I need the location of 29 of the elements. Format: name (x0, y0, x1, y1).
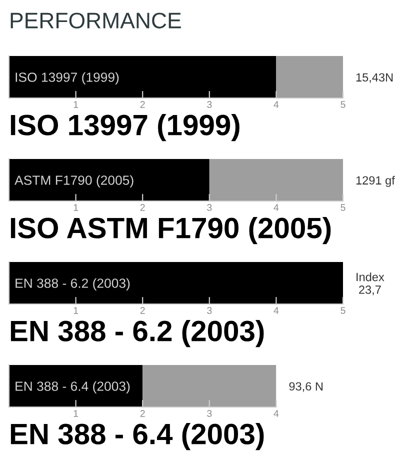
x-tick-label: 3 (207, 101, 212, 108)
x-tick-label: 5 (340, 204, 346, 211)
x-tick-label: 4 (274, 204, 279, 211)
x-tick-label: 1 (74, 410, 78, 417)
x-tick-label: 3 (207, 204, 212, 211)
x-tick-label: 4 (274, 307, 279, 314)
x-tick-label: 5 (340, 307, 346, 314)
x-tick-label: 1 (74, 101, 78, 108)
x-axis-title: ISO ASTM F1790 (2005) (10, 216, 331, 244)
x-tick-label: 4 (274, 410, 279, 417)
x-tick-label: 3 (207, 410, 212, 417)
text: 93,6 N (289, 382, 323, 392)
text: 15,43N (356, 73, 393, 83)
x-tick-label: 1 (74, 204, 78, 211)
x-tick-label: 2 (140, 101, 145, 108)
x-tick-label: 3 (207, 307, 212, 314)
y-tick-label: ISO 13997 (1999) (16, 72, 119, 85)
x-tick-label: 1 (74, 307, 78, 314)
chart-title: PERFORMANCE (10, 12, 181, 28)
x-tick-label: 2 (140, 204, 145, 211)
text: 1291 gf (356, 176, 395, 187)
text: Index 23,7 (356, 272, 384, 296)
x-tick-label: 5 (340, 101, 346, 108)
y-tick-label: ASTM F1790 (2005) (14, 175, 134, 188)
x-tick-label: 2 (140, 307, 145, 314)
y-tick-label: EN 388 - 6.4 (2003) (16, 381, 130, 394)
x-tick-label: 4 (274, 101, 279, 108)
x-tick-label: 2 (140, 410, 145, 417)
y-tick-label: EN 388 - 6.2 (2003) (16, 278, 130, 291)
